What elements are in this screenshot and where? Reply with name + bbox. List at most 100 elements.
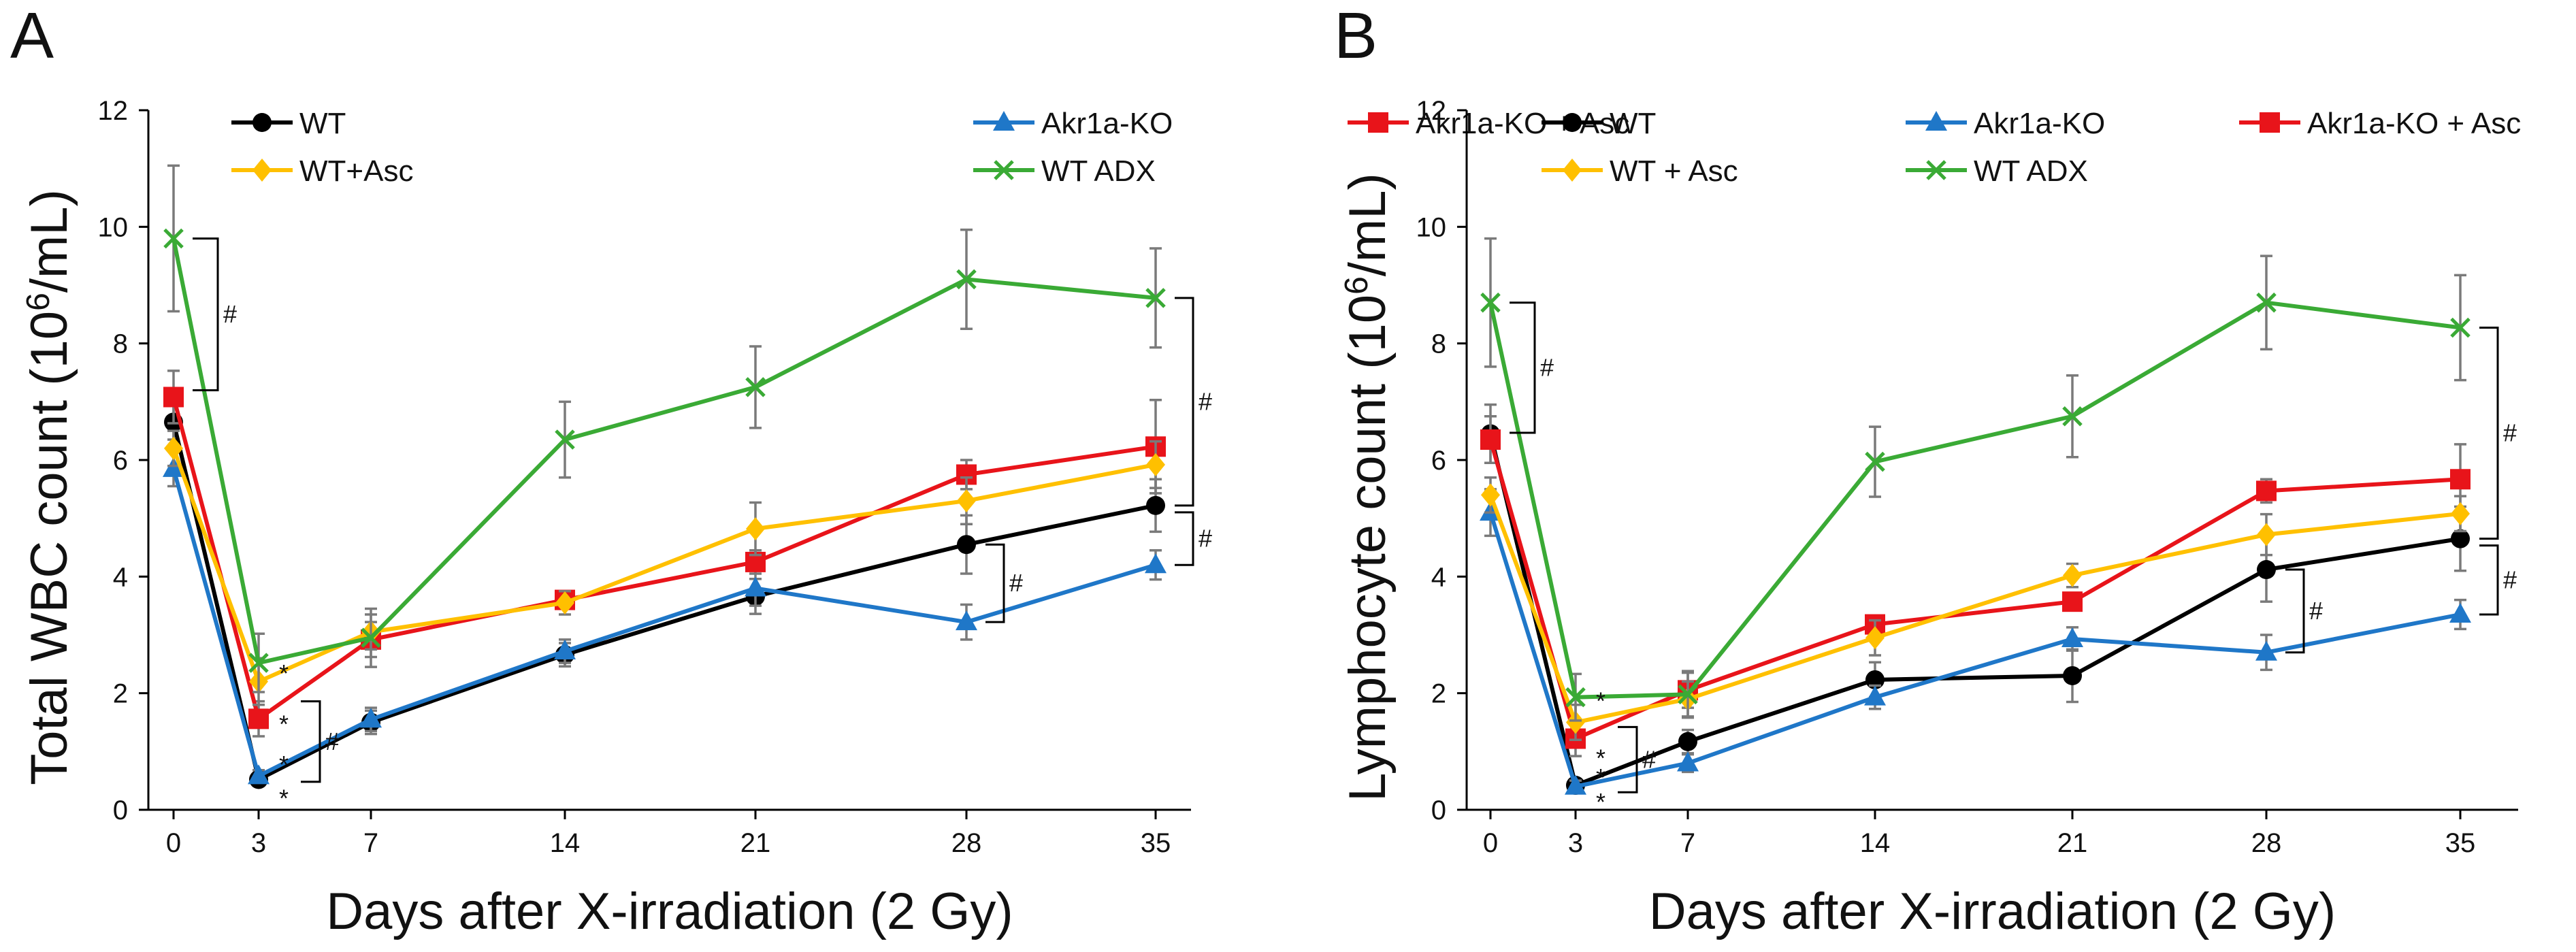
series-wt-asc [164, 429, 1165, 706]
data-point [1145, 288, 1166, 308]
significance-bracket [1175, 511, 1194, 566]
data-point [163, 387, 184, 408]
series-akr1a-ko [163, 450, 1167, 785]
y-tick-label: 4 [113, 562, 128, 592]
data-point [248, 764, 270, 785]
y-tick-label: 8 [1431, 329, 1446, 359]
significance-star: * [279, 659, 289, 687]
data-point [1566, 710, 1585, 734]
data-point [2062, 591, 2083, 612]
x-tick-label: 35 [1141, 828, 1171, 858]
significance-bracket [1175, 297, 1194, 507]
legend-marker [1563, 113, 1582, 132]
x-tick-label: 0 [1483, 828, 1498, 858]
data-point [1865, 451, 1885, 472]
legend-label: WT ADX [1974, 154, 2088, 188]
significance-hash: # [1642, 745, 1656, 773]
series-wt-asc [1481, 476, 2470, 741]
significance-bracket [301, 700, 321, 783]
data-point [957, 489, 976, 512]
significance-bracket [193, 237, 219, 391]
legend-marker [993, 111, 1015, 131]
data-point [2256, 292, 2277, 313]
y-axis-title: Total WBC count (106/mL) [20, 189, 78, 785]
data-point [2063, 666, 2082, 685]
significance-hash: # [2503, 565, 2517, 593]
data-point [956, 269, 977, 290]
legend-marker [1926, 160, 1946, 180]
legend-marker [252, 159, 272, 182]
series-akr1a-ko-asc [1480, 415, 2471, 757]
data-point [2257, 523, 2276, 546]
legend-label: Akr1a-KO [1974, 107, 2105, 140]
data-point [1146, 453, 1165, 476]
y-tick-label: 12 [1416, 96, 1447, 126]
x-tick-label: 3 [251, 828, 266, 858]
legend-label: WT ADX [1041, 154, 1156, 188]
data-point [1678, 732, 1697, 751]
legend-marker [1563, 159, 1582, 182]
data-point [1565, 774, 1586, 795]
data-point [1677, 751, 1699, 772]
data-point [1864, 685, 1886, 706]
x-tick-label: 21 [740, 828, 771, 858]
data-point [2063, 563, 2082, 587]
y-tick-label: 0 [1431, 795, 1446, 825]
legend-item: Akr1a-KO + Asc [2239, 107, 2521, 140]
y-tick-label: 4 [1431, 562, 1446, 592]
panel-label: B [1334, 0, 1377, 72]
data-point [1481, 483, 1500, 507]
legend-marker [252, 113, 272, 132]
y-tick-label: 12 [98, 96, 129, 126]
legend-label: Akr1a-KO [1041, 107, 1173, 140]
x-tick-label: 28 [951, 828, 982, 858]
significance-hash: # [2503, 419, 2517, 447]
data-point [248, 708, 269, 729]
significance-hash: # [1009, 569, 1023, 597]
legend-item: WT + Asc [1542, 154, 1738, 188]
data-point [1565, 687, 1586, 708]
x-tick-label: 14 [1860, 828, 1891, 858]
significance-star: * [1596, 744, 1605, 772]
significance-bracket [985, 543, 1005, 623]
legend-label: WT [1610, 107, 1656, 140]
data-point [2062, 406, 2083, 427]
legend-item: WT+Asc [231, 154, 413, 188]
legend-item: WT ADX [973, 154, 1156, 188]
annotations: # * * * * # # # # [193, 237, 1212, 812]
series-line [172, 237, 1156, 666]
y-axis-title: Lymphocyte count (106/mL) [1339, 173, 1397, 802]
data-point [1146, 495, 1165, 515]
data-point [163, 228, 184, 249]
data-point [361, 627, 381, 649]
legend-marker [994, 160, 1014, 180]
significance-bracket [2479, 544, 2499, 616]
data-point [745, 377, 766, 397]
data-point [2061, 627, 2083, 647]
legend-label: WT+Asc [299, 154, 413, 188]
x-tick-label: 21 [2057, 828, 2088, 858]
series-line [1488, 300, 2461, 700]
y-tick-label: 6 [113, 446, 128, 476]
significance-hash: # [223, 300, 237, 328]
y-tick-label: 10 [98, 212, 129, 242]
data-point [163, 457, 184, 477]
data-point [2450, 469, 2471, 490]
significance-star: * [1596, 687, 1605, 715]
data-point [2451, 502, 2470, 525]
data-point [1480, 429, 1501, 450]
y-tick-label: 2 [1431, 679, 1446, 709]
data-point [1145, 553, 1167, 574]
significance-star: * [1596, 764, 1605, 791]
series-akr1a-ko-asc [163, 370, 1166, 738]
legend-label: WT [299, 107, 346, 140]
legend-item: WT [1542, 107, 1656, 140]
legend-marker [2260, 112, 2280, 133]
y-tick-label: 6 [1431, 446, 1446, 476]
data-point [746, 517, 765, 541]
x-tick-label: 35 [2445, 828, 2476, 858]
legend-item: Akr1a-KO [1906, 107, 2105, 140]
x-axis-title: Days after X-irradiation (2 Gy) [326, 883, 1013, 940]
significance-star: * [279, 710, 289, 738]
